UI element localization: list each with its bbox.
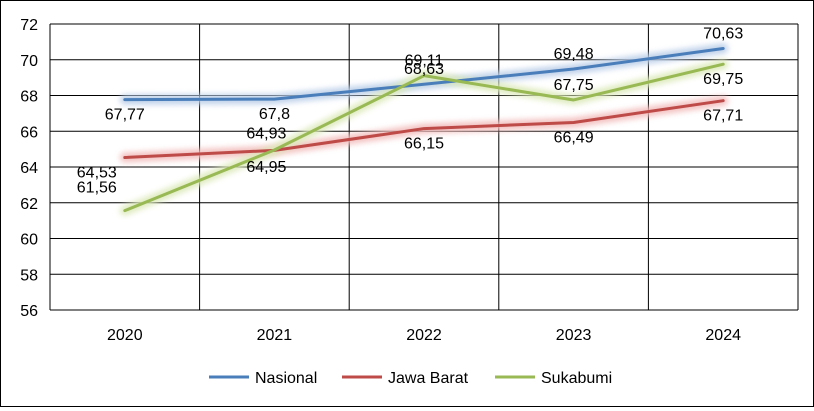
legend: Nasional Jawa Barat Sukabumi	[209, 370, 612, 387]
data-label: 66,15	[404, 136, 444, 153]
legend-item-nasional[interactable]: Nasional	[209, 370, 317, 387]
data-label: 67,75	[554, 77, 594, 94]
data-label: 61,56	[77, 180, 117, 197]
data-label: 64,95	[246, 159, 286, 176]
data-label: 64,93	[246, 125, 286, 142]
y-tick-label: 70	[20, 53, 38, 70]
series-line-nasional[interactable]	[123, 46, 725, 102]
legend-label: Jawa Barat	[388, 370, 469, 387]
x-tick-label: 2020	[107, 327, 143, 344]
data-labels: 67,77 67,8 68,63 69,48 70,63 64,53 64,93 66,15 6…	[77, 25, 744, 196]
x-tick-label: 2024	[705, 327, 741, 344]
x-tick-label: 2023	[556, 327, 592, 344]
y-tick-label: 64	[20, 160, 38, 177]
data-label: 67,8	[259, 106, 290, 123]
legend-item-jawa-barat[interactable]: Jawa Barat	[342, 370, 469, 387]
x-tick-label: 2021	[257, 327, 293, 344]
series-line-jawa-barat[interactable]	[123, 99, 725, 160]
data-label: 70,63	[703, 25, 743, 42]
legend-label: Sukabumi	[541, 370, 612, 387]
data-label: 66,49	[554, 129, 594, 146]
x-axis-ticks: 2020 2021 2022 2023 2024	[107, 327, 741, 344]
x-tick-label: 2022	[406, 327, 442, 344]
data-label: 67,71	[703, 108, 743, 125]
y-tick-label: 66	[20, 124, 38, 141]
data-label: 69,48	[554, 46, 594, 63]
legend-item-sukabumi[interactable]: Sukabumi	[495, 370, 612, 387]
data-label: 69,11	[405, 53, 444, 70]
data-label: 64,53	[77, 165, 117, 182]
data-label: 68,63	[404, 61, 444, 78]
series-lines	[123, 46, 725, 213]
y-tick-label: 72	[20, 17, 38, 34]
y-tick-label: 58	[20, 267, 38, 284]
legend-label: Nasional	[255, 370, 317, 387]
data-label: 69,75	[703, 71, 743, 88]
y-axis-ticks: 56 58 60 62 64 66 68 70 72	[20, 17, 38, 320]
data-label: 67,77	[105, 107, 145, 124]
y-tick-label: 56	[20, 303, 38, 320]
y-tick-label: 68	[20, 89, 38, 106]
y-tick-label: 62	[20, 196, 38, 213]
series-line-sukabumi[interactable]	[123, 62, 725, 213]
y-tick-label: 60	[20, 232, 38, 249]
